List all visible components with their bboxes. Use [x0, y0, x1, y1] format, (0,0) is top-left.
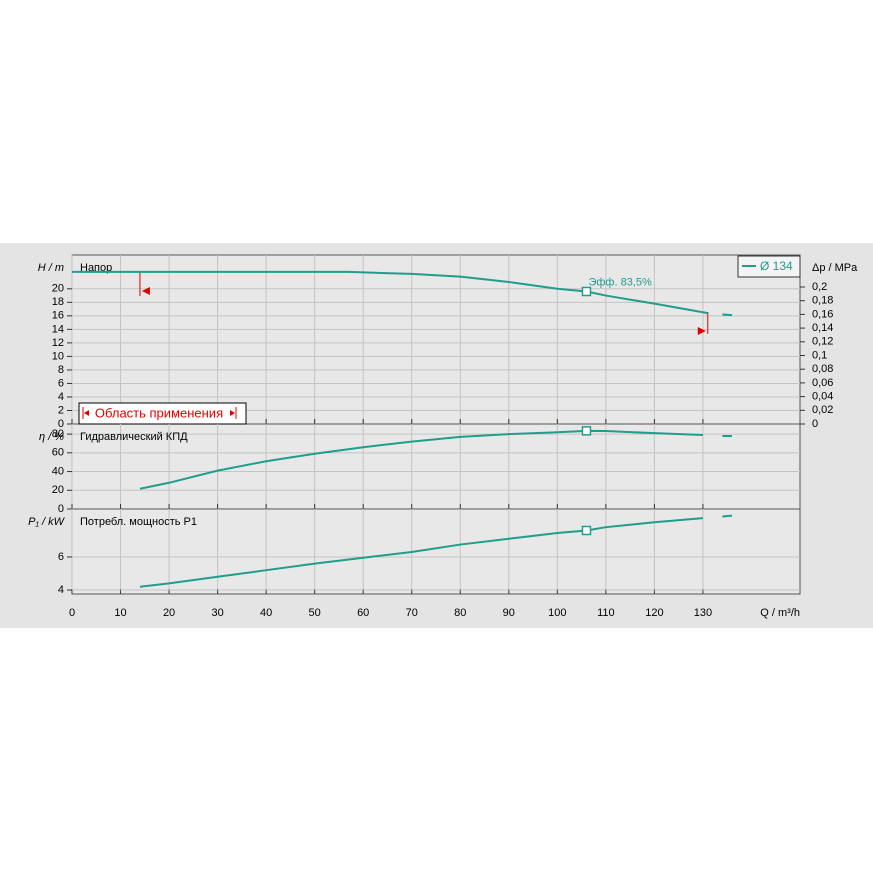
x-tick-label: 100	[548, 607, 566, 619]
curve	[139, 514, 733, 588]
y-tick-label: 6	[58, 377, 64, 389]
y-axis-label: P₁ / kW	[28, 516, 65, 528]
x-tick-label: 130	[694, 607, 712, 619]
y-tick-label: 18	[52, 296, 64, 308]
y-tick-label: 80	[52, 428, 64, 440]
y2-tick-label: 0,02	[812, 404, 833, 416]
range-label-arrow	[230, 410, 235, 416]
curve	[139, 429, 733, 490]
x-tick-label: 20	[163, 607, 175, 619]
x-tick-label: 10	[114, 607, 126, 619]
y2-tick-label: 0,1	[812, 349, 827, 361]
duty-point	[581, 286, 592, 297]
y2-tick-label: 0	[812, 418, 818, 430]
x-tick-label: 30	[211, 607, 223, 619]
y-axis-label: η / %	[39, 431, 64, 443]
y-axis-label: H / m	[38, 262, 64, 274]
x-tick-label: 90	[503, 607, 515, 619]
y-tick-label: 20	[52, 484, 64, 496]
x-axis-label: Q / m³/h	[760, 607, 800, 619]
y2-tick-label: 0,04	[812, 391, 833, 403]
panel-title: Гидравлический КПД	[80, 431, 188, 443]
x-tick-label: 0	[69, 607, 75, 619]
x-tick-label: 50	[309, 607, 321, 619]
x-tick-label: 80	[454, 607, 466, 619]
legend-label: Ø 134	[760, 259, 793, 273]
y2-tick-label: 0,08	[812, 363, 833, 375]
range-label: Область применения	[95, 405, 223, 420]
y-tick-label: 0	[58, 503, 64, 515]
y-tick-label: 10	[52, 350, 64, 362]
curve	[72, 270, 733, 317]
y2-tick-label: 0,14	[812, 322, 833, 334]
x-tick-label: 70	[406, 607, 418, 619]
x-tick-label: 60	[357, 607, 369, 619]
y2-axis-label: Δp / MPa	[812, 262, 858, 274]
y-tick-label: 60	[52, 447, 64, 459]
duty-point	[581, 525, 592, 536]
duty-point	[581, 426, 592, 436]
y-tick-label: 0	[58, 418, 64, 430]
y2-tick-label: 0,06	[812, 377, 833, 389]
y2-tick-label: 0,16	[812, 308, 833, 320]
legend-box	[737, 255, 801, 278]
y-tick-label: 2	[58, 404, 64, 416]
y-tick-label: 4	[58, 391, 64, 403]
panel-title: Потребл. мощность P1	[80, 516, 197, 528]
range-label-box	[78, 402, 247, 425]
y-tick-label: 6	[58, 551, 64, 563]
y-tick-label: 16	[52, 310, 64, 322]
y-tick-label: 20	[52, 283, 64, 295]
y-tick-label: 14	[52, 323, 64, 335]
y-tick-label: 12	[52, 337, 64, 349]
range-start-arrow	[141, 287, 150, 295]
x-tick-label: 110	[597, 607, 615, 619]
range-label-arrow	[84, 410, 89, 416]
range-end-arrow	[697, 327, 706, 335]
y-tick-label: 40	[52, 465, 64, 477]
y-tick-label: 8	[58, 364, 64, 376]
y-tick-label: 4	[58, 584, 64, 596]
x-tick-label: 120	[645, 607, 663, 619]
y2-tick-label: 0,2	[812, 281, 827, 293]
x-tick-label: 40	[260, 607, 272, 619]
y2-tick-label: 0,12	[812, 336, 833, 348]
y2-tick-label: 0,18	[812, 295, 833, 307]
annotation: Эфф. 83,5%	[588, 276, 652, 288]
